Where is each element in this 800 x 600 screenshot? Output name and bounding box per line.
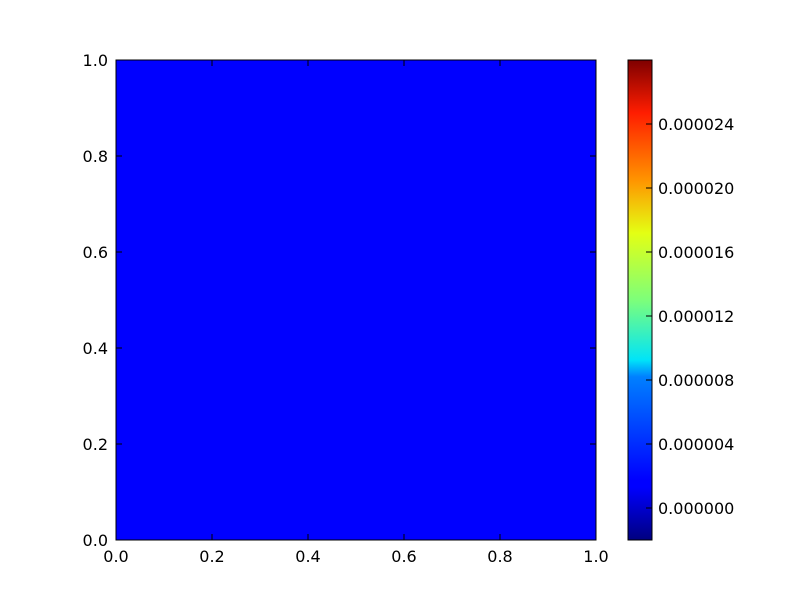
x-tick-label: 0.6 bbox=[391, 547, 416, 566]
colorbar-tick-label: 0.000024 bbox=[658, 115, 734, 134]
y-axis: 0.0 0.2 0.4 0.6 0.8 1.0 bbox=[83, 51, 596, 550]
x-tick-label: 0.8 bbox=[487, 547, 512, 566]
colorbar-tick-label: 0.000004 bbox=[658, 435, 734, 454]
y-tick-label: 0.0 bbox=[83, 531, 108, 550]
y-tick-label: 0.2 bbox=[83, 435, 108, 454]
colorbar-tick-label: 0.000008 bbox=[658, 371, 734, 390]
x-axis: 0.0 0.2 0.4 0.6 0.8 1.0 bbox=[103, 60, 609, 566]
y-tick-label: 0.4 bbox=[83, 339, 108, 358]
colorbar-ticks: 0.000000 0.000004 0.000008 0.000012 0.000016… bbox=[646, 115, 734, 518]
colorbar-tick-label: 0.000000 bbox=[658, 499, 734, 518]
x-tick-label: 0.4 bbox=[295, 547, 320, 566]
colorbar-tick-label: 0.000012 bbox=[658, 307, 734, 326]
x-tick-label: 0.2 bbox=[199, 547, 224, 566]
colorbar-gradient bbox=[628, 60, 652, 540]
y-tick-label: 1.0 bbox=[83, 51, 108, 70]
colorbar-tick-label: 0.000020 bbox=[658, 179, 734, 198]
x-tick-label: 0.0 bbox=[103, 547, 128, 566]
plot-frame bbox=[115, 59, 597, 541]
top-edge-fade bbox=[116, 60, 596, 90]
y-tick-label: 0.8 bbox=[83, 147, 108, 166]
x-tick-label: 1.0 bbox=[583, 547, 608, 566]
field-background bbox=[116, 60, 596, 540]
y-tick-label: 0.6 bbox=[83, 243, 108, 262]
colorbar-frame bbox=[627, 59, 653, 541]
plot-area bbox=[116, 60, 596, 540]
colorbar-tick-label: 0.000016 bbox=[658, 243, 734, 262]
colorbar: 0.000000 0.000004 0.000008 0.000012 0.000016… bbox=[627, 59, 734, 541]
